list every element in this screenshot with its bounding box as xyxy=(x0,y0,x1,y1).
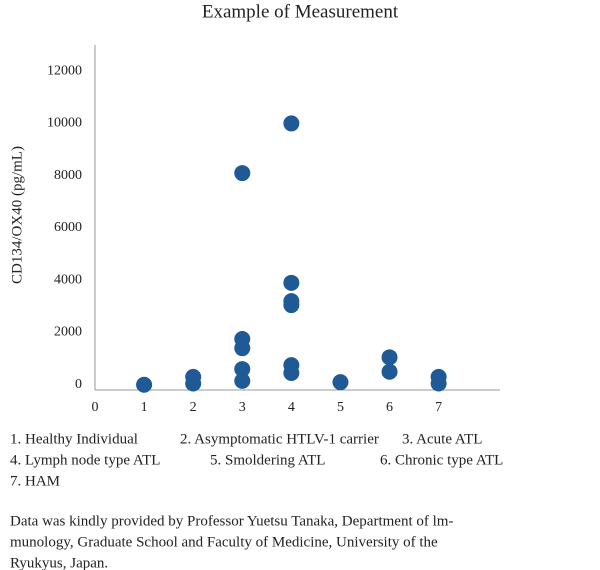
point xyxy=(381,363,398,380)
point xyxy=(185,375,202,392)
y-tick-label: 12000 xyxy=(47,63,82,78)
x-tick-label: 4 xyxy=(288,400,295,415)
y-tick-label: 2000 xyxy=(54,325,82,340)
y-tick-label: 0 xyxy=(75,377,82,392)
point xyxy=(234,361,251,378)
x-tick-label: 7 xyxy=(435,400,442,415)
group-note: 6. Chronic type ATL xyxy=(380,452,503,468)
point xyxy=(430,375,447,392)
group-note: 3. Acute ATL xyxy=(402,431,482,447)
group-note: 1. Healthy Individual xyxy=(10,431,138,447)
y-tick-label: 10000 xyxy=(47,116,82,131)
y-axis-label: CD134/OX40 (pg/mL) xyxy=(9,146,25,284)
x-tick-label: 6 xyxy=(386,400,393,415)
point xyxy=(234,165,251,182)
point xyxy=(283,115,300,132)
x-tick-label: 2 xyxy=(190,400,197,415)
point xyxy=(381,349,398,366)
group-note: 7. HAM xyxy=(10,473,60,489)
y-tick-label: 6000 xyxy=(54,220,82,235)
group-note: 5. Smoldering ATL xyxy=(210,452,325,468)
x-tick-label: 3 xyxy=(239,400,246,415)
point xyxy=(283,297,300,314)
point xyxy=(332,374,349,391)
credit-note: Ryukyus, Japan. xyxy=(10,555,108,570)
point xyxy=(283,365,300,382)
point xyxy=(136,376,153,393)
chart-title: Example of Measurement xyxy=(202,1,399,22)
point xyxy=(234,340,251,357)
credit-note: munology, Graduate School and Faculty of… xyxy=(10,534,438,550)
group-note: 4. Lymph node type ATL xyxy=(10,452,160,468)
y-tick-label: 4000 xyxy=(54,272,82,287)
y-tick-label: 8000 xyxy=(54,168,82,183)
point xyxy=(283,274,300,291)
x-tick-label: 1 xyxy=(141,400,148,415)
point xyxy=(234,372,251,389)
group-note: 2. Asymptomatic HTLV-1 carrier xyxy=(180,431,379,447)
x-tick-label: 0 xyxy=(92,400,99,415)
credit-note: Data was kindly provided by Professor Yu… xyxy=(10,513,453,529)
x-tick-label: 5 xyxy=(337,400,344,415)
